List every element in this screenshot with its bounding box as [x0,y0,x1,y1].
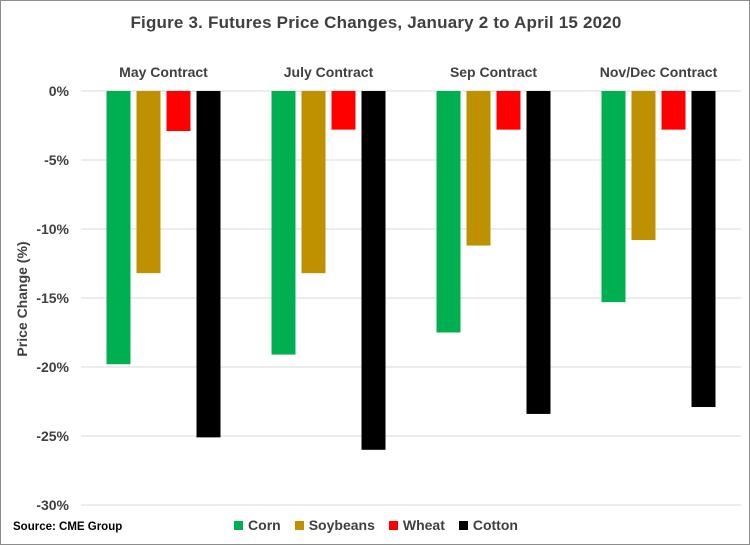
legend-swatch [388,520,398,530]
bar-wheat-3 [496,91,521,130]
legend: Corn Soybeans Wheat Cotton [1,517,750,533]
bar-cotton-4 [691,91,716,408]
bar-cotton-1 [196,91,221,438]
bar-wheat-2 [331,91,356,130]
bar-cotton-2 [361,91,386,450]
bar-corn-3 [436,91,461,333]
y-tick-label: -10% [36,221,69,237]
bar-corn-4 [601,91,626,303]
legend-label: Wheat [402,517,445,533]
y-axis-label: Price Change (%) [14,241,30,356]
y-tick-label: -25% [36,428,69,444]
legend-label: Cotton [472,517,518,533]
legend-label: Corn [248,517,281,533]
legend-item-corn: Corn [234,517,281,533]
legend-label: Soybeans [308,517,375,533]
legend-item-cotton: Cotton [458,517,518,533]
category-label: Nov/Dec Contract [600,64,718,80]
source-note: Source: CME Group [13,521,123,533]
bar-soybeans-2 [301,91,326,274]
y-tick-label: 0% [49,83,70,99]
legend-item-soybeans: Soybeans [294,517,375,533]
y-tick-label: -15% [36,290,69,306]
bar-cotton-3 [526,91,551,414]
bar-corn-2 [271,91,296,355]
y-tick-label: -30% [36,497,69,513]
y-tick-label: -20% [36,359,69,375]
bar-wheat-1 [166,91,191,132]
bar-soybeans-1 [136,91,161,274]
chart-title: Figure 3. Futures Price Changes, January… [130,13,622,32]
y-tick-label: -5% [44,152,69,168]
category-label: Sep Contract [450,64,537,80]
category-label: July Contract [284,64,374,80]
bar-corn-1 [106,91,131,365]
legend-item-wheat: Wheat [388,517,445,533]
bar-wheat-4 [661,91,686,130]
legend-swatch [234,520,244,530]
bar-soybeans-4 [631,91,656,241]
legend-swatch [294,520,304,530]
category-label: May Contract [119,64,208,80]
legend-swatch [458,520,468,530]
bar-soybeans-3 [466,91,491,246]
